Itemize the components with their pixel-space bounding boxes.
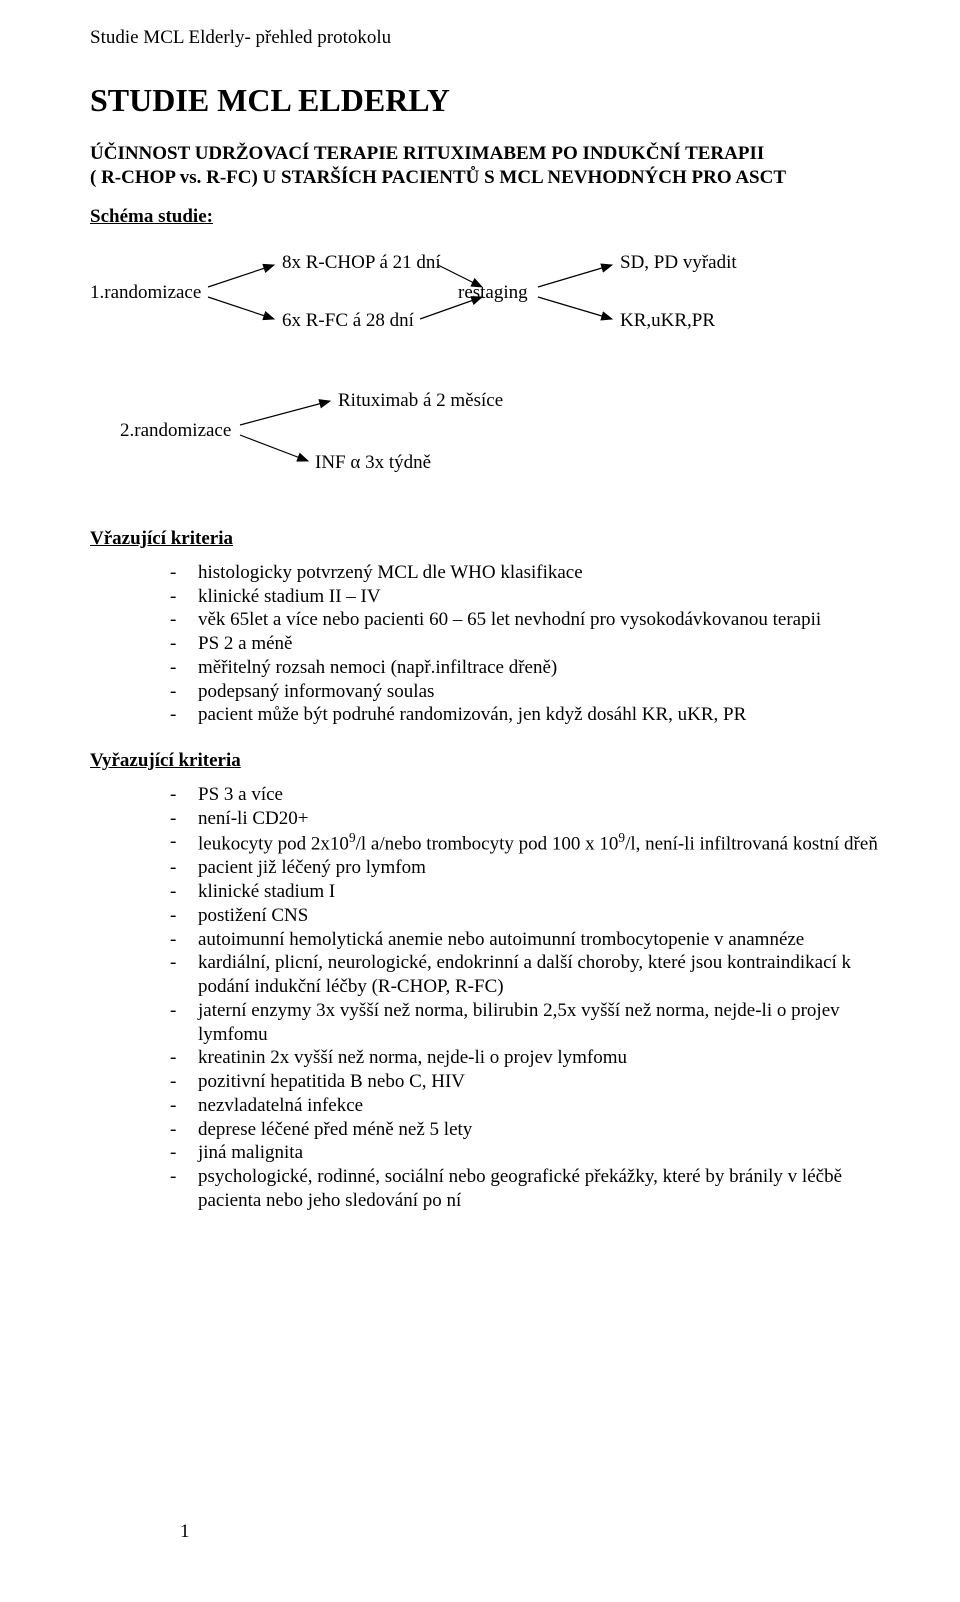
flowchart-randomization-2: 2.randomizace Rituximab á 2 měsíce INF α… bbox=[120, 377, 720, 487]
list-item: podepsaný informovaný soulas bbox=[170, 680, 902, 704]
list-item: není-li CD20+ bbox=[170, 807, 902, 831]
list-item: pacient již léčený pro lymfom bbox=[170, 856, 902, 880]
list-item: leukocyty pod 2x109/l a/nebo trombocyty … bbox=[170, 830, 902, 856]
flow1-node-top: 8x R-CHOP á 21 dní bbox=[282, 251, 441, 275]
list-item: autoimunní hemolytická anemie nebo autoi… bbox=[170, 928, 902, 952]
list-item: pacient může být podruhé randomizován, j… bbox=[170, 703, 902, 727]
list-item: jiná malignita bbox=[170, 1141, 902, 1165]
document-title: STUDIE MCL ELDERLY bbox=[90, 80, 902, 120]
list-item: deprese léčené před méně než 5 lety bbox=[170, 1118, 902, 1142]
running-header: Studie MCL Elderly- přehled protokolu bbox=[90, 26, 902, 50]
document-subtitle: ÚČINNOST UDRŽOVACÍ TERAPIE RITUXIMABEM P… bbox=[90, 142, 902, 190]
flow2-node-left: 2.randomizace bbox=[120, 419, 231, 443]
exclusion-list: PS 3 a vícenení-li CD20+leukocyty pod 2x… bbox=[170, 783, 902, 1213]
flow2-node-top: Rituximab á 2 měsíce bbox=[338, 389, 503, 413]
flow1-node-left: 1.randomizace bbox=[90, 281, 201, 305]
exclusion-title: Vyřazující kriteria bbox=[90, 749, 902, 773]
inclusion-title: Vřazující kriteria bbox=[90, 527, 902, 551]
list-item: jaterní enzymy 3x vyšší než norma, bilir… bbox=[170, 999, 902, 1047]
flow1-node-mid: restaging bbox=[458, 281, 528, 305]
list-item: kardiální, plicní, neurologické, endokri… bbox=[170, 951, 902, 999]
list-item: věk 65let a více nebo pacienti 60 – 65 l… bbox=[170, 608, 902, 632]
schema-label: Schéma studie: bbox=[90, 205, 902, 229]
flow2-node-bottom: INF α 3x týdně bbox=[315, 451, 431, 475]
list-item: nezvladatelná infekce bbox=[170, 1094, 902, 1118]
inclusion-criteria: Vřazující kriteria histologicky potvrzen… bbox=[90, 527, 902, 727]
list-item: pozitivní hepatitida B nebo C, HIV bbox=[170, 1070, 902, 1094]
list-item: PS 3 a více bbox=[170, 783, 902, 807]
flow1-node-right-bot: KR,uKR,PR bbox=[620, 309, 715, 333]
flowchart-randomization-1: 1.randomizace 8x R-CHOP á 21 dní 6x R-FC… bbox=[90, 239, 870, 349]
list-item: klinické stadium I bbox=[170, 880, 902, 904]
flow1-node-bottom: 6x R-FC á 28 dní bbox=[282, 309, 414, 333]
flow1-node-right-top: SD, PD vyřadit bbox=[620, 251, 737, 275]
list-item: postižení CNS bbox=[170, 904, 902, 928]
inclusion-list: histologicky potvrzený MCL dle WHO klasi… bbox=[170, 561, 902, 727]
list-item: PS 2 a méně bbox=[170, 632, 902, 656]
page-number: 1 bbox=[180, 1520, 190, 1544]
list-item: psychologické, rodinné, sociální nebo ge… bbox=[170, 1165, 902, 1213]
list-item: klinické stadium II – IV bbox=[170, 585, 902, 609]
exclusion-criteria: Vyřazující kriteria PS 3 a vícenení-li C… bbox=[90, 749, 902, 1213]
subtitle-line1: ÚČINNOST UDRŽOVACÍ TERAPIE RITUXIMABEM P… bbox=[90, 143, 764, 164]
subtitle-line2: ( R-CHOP vs. R-FC) U STARŠÍCH PACIENTŮ S… bbox=[90, 167, 786, 188]
list-item: histologicky potvrzený MCL dle WHO klasi… bbox=[170, 561, 902, 585]
list-item: kreatinin 2x vyšší než norma, nejde-li o… bbox=[170, 1046, 902, 1070]
list-item: měřitelný rozsah nemoci (např.infiltrace… bbox=[170, 656, 902, 680]
page: Studie MCL Elderly- přehled protokolu ST… bbox=[90, 26, 902, 1562]
